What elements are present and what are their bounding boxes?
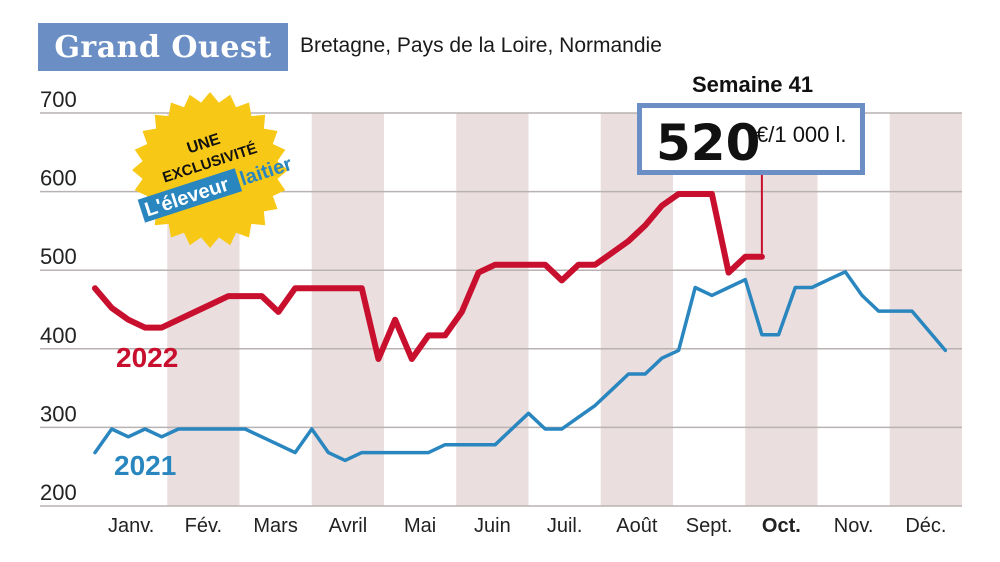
- callout-unit: €/1 000 l.: [756, 122, 847, 147]
- month-band: [456, 113, 529, 506]
- x-tick-label: Déc.: [905, 515, 946, 537]
- x-tick-label: Janv.: [108, 515, 154, 537]
- x-tick-label: Sept.: [686, 515, 733, 537]
- y-tick-label: 700: [40, 87, 77, 112]
- y-tick-label: 300: [40, 401, 77, 426]
- series-label-2022: 2022: [116, 342, 179, 373]
- y-tick-label: 400: [40, 323, 77, 348]
- x-tick-label: Avril: [329, 515, 368, 537]
- y-tick-label: 600: [40, 166, 77, 191]
- x-tick-label: Nov.: [834, 515, 874, 537]
- callout-value: 520: [656, 114, 761, 172]
- month-band: [311, 113, 384, 506]
- exclusivite-badge-icon: UNE EXCLUSIVITÉ L'éleveur laitier: [132, 92, 295, 248]
- x-tick-label: Fév.: [185, 515, 222, 537]
- x-tick-label: Mars: [253, 515, 297, 537]
- title-box: Grand Ouest: [38, 23, 288, 71]
- x-tick-label: Août: [616, 515, 658, 537]
- series-line-2022: [92, 191, 765, 362]
- x-tick-label: Juil.: [547, 515, 583, 537]
- x-tick-label: Juin: [474, 515, 511, 537]
- price-callout: 520 €/1 000 l.: [637, 103, 865, 175]
- month-band: [600, 113, 673, 506]
- callout-week-label: Semaine 41: [692, 72, 814, 97]
- series-line-2021: [93, 270, 948, 463]
- series-label-2021: 2021: [114, 450, 177, 481]
- chart-title: Grand Ouest: [54, 29, 272, 65]
- badge-brand-background: [137, 168, 243, 223]
- y-axis: 200 300 400 500 600 700: [40, 87, 77, 505]
- month-band: [745, 113, 818, 506]
- y-tick-label: 500: [40, 244, 77, 269]
- y-tick-label: 200: [40, 480, 77, 505]
- chart-subtitle: Bretagne, Pays de la Loire, Normandie: [300, 34, 662, 57]
- x-axis: Janv. Fév. Mars Avril Mai Juin Juil. Août Sept. O…: [108, 515, 946, 537]
- x-tick-label: Mai: [404, 515, 436, 537]
- x-tick-label: Oct.: [762, 515, 801, 537]
- month-bands: [167, 113, 962, 506]
- series-lines: [92, 191, 948, 463]
